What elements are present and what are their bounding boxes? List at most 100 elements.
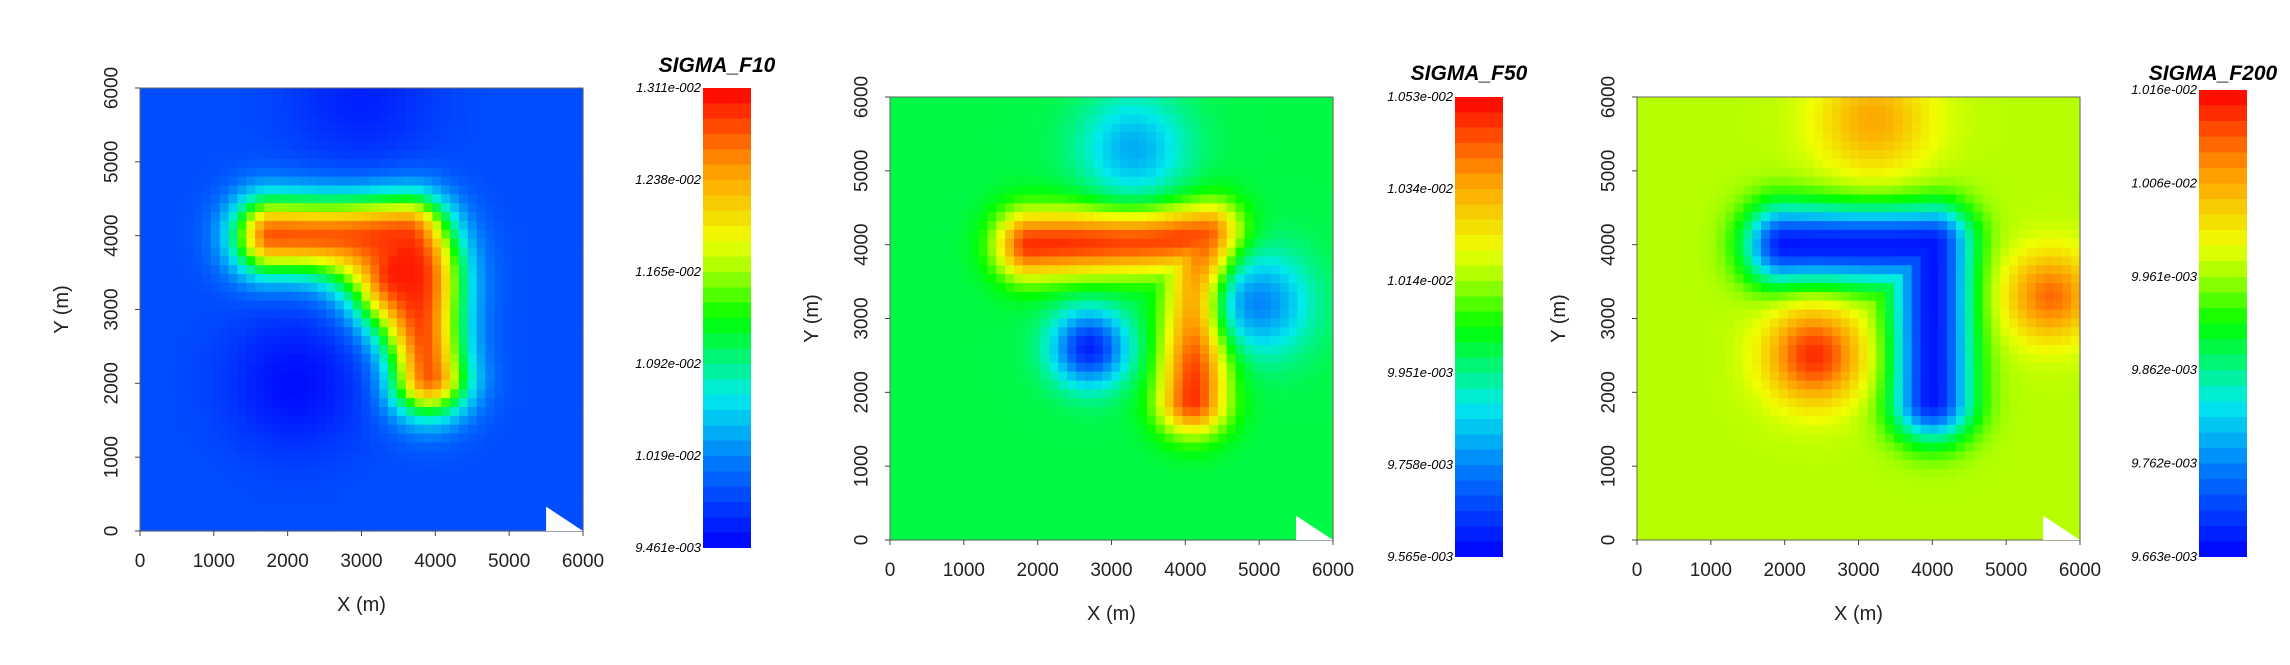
heatmap-cell xyxy=(352,336,363,346)
heatmap-cell xyxy=(996,176,1006,187)
heatmap-cell xyxy=(317,513,327,523)
heatmap-cell xyxy=(175,291,185,302)
heatmap-cell xyxy=(405,451,416,461)
heatmap-cell xyxy=(140,406,150,417)
heatmap-cell xyxy=(1084,318,1095,328)
heatmap-cell xyxy=(467,495,478,506)
heatmap-cell xyxy=(565,433,575,443)
heatmap-cell xyxy=(1200,504,1210,515)
heatmap-cell xyxy=(943,522,953,532)
heatmap-cell xyxy=(184,522,194,532)
heatmap-cell xyxy=(476,522,487,532)
heatmap-cell xyxy=(467,238,478,249)
heatmap-cell xyxy=(1102,114,1113,125)
heatmap-cell xyxy=(1226,123,1237,134)
heatmap-cell xyxy=(1155,265,1166,275)
heatmap-cell xyxy=(1164,336,1175,346)
heatmap-cell xyxy=(1288,159,1299,169)
heatmap-cell xyxy=(352,176,363,187)
heatmap-cell xyxy=(326,318,336,328)
heatmap-cell xyxy=(458,176,469,187)
heatmap-cell xyxy=(441,212,451,222)
heatmap-cell xyxy=(1076,105,1086,116)
heatmap-cell xyxy=(1005,221,1015,231)
heatmap-cell xyxy=(1262,132,1272,142)
heatmap-cell xyxy=(379,265,389,275)
heatmap-cell xyxy=(299,513,309,523)
heatmap-cell xyxy=(1129,460,1139,470)
heatmap-cell xyxy=(352,433,363,443)
heatmap-cell xyxy=(1288,256,1299,266)
heatmap-cell xyxy=(1164,256,1175,266)
heatmap-cell xyxy=(175,238,185,249)
heatmap-cell xyxy=(1270,114,1281,125)
heatmap-cell xyxy=(952,318,962,328)
heatmap-cell xyxy=(494,513,504,523)
heatmap-cell xyxy=(175,406,185,417)
heatmap-cell xyxy=(1031,221,1042,231)
heatmap-cell xyxy=(916,327,927,337)
heatmap-cell xyxy=(423,460,433,470)
heatmap-cell xyxy=(1120,238,1130,249)
heatmap-cell xyxy=(1058,229,1068,240)
heatmap-cell xyxy=(308,265,318,275)
heatmap-cell xyxy=(1324,185,1334,196)
heatmap-cell xyxy=(1031,460,1042,470)
heatmap-cell xyxy=(952,309,962,320)
heatmap-cell xyxy=(246,495,256,506)
heatmap-cell xyxy=(1040,221,1051,231)
heatmap-cell xyxy=(1076,150,1086,160)
heatmap-cell xyxy=(308,477,318,488)
heatmap-cell xyxy=(574,132,584,142)
heatmap-cell xyxy=(308,212,318,222)
heatmap-cell xyxy=(1253,105,1263,116)
heatmap-cell xyxy=(299,344,309,355)
heatmap-cell xyxy=(1102,132,1113,142)
heatmap-cell xyxy=(1129,114,1139,125)
heatmap-cell xyxy=(1235,407,1245,417)
heatmap-cell xyxy=(925,194,935,204)
heatmap-cell xyxy=(414,220,425,231)
heatmap-cell xyxy=(529,194,540,204)
heatmap-cell xyxy=(326,238,336,249)
heatmap-cell xyxy=(1173,212,1183,222)
heatmap-cell xyxy=(1102,407,1113,417)
heatmap-cell xyxy=(1138,105,1148,116)
heatmap-cell xyxy=(441,486,451,497)
heatmap-cell xyxy=(308,451,318,461)
heatmap-cell xyxy=(916,451,927,461)
heatmap-cell xyxy=(264,389,274,399)
heatmap-cell xyxy=(898,424,909,435)
heatmap-cell xyxy=(228,380,239,390)
heatmap-cell xyxy=(925,123,935,134)
heatmap-cell xyxy=(1191,141,1201,151)
heatmap-cell xyxy=(405,132,416,142)
heatmap-cell xyxy=(503,380,513,390)
heatmap-cell xyxy=(264,88,274,98)
heatmap-cell xyxy=(396,451,407,461)
heatmap-cell xyxy=(1315,300,1325,311)
heatmap-cell xyxy=(1120,407,1130,417)
heatmap-cell xyxy=(1235,203,1245,213)
heatmap-cell xyxy=(925,495,935,506)
heatmap-cell xyxy=(202,433,212,443)
heatmap-cell xyxy=(317,371,327,381)
heatmap-cell xyxy=(987,345,997,355)
heatmap-cell xyxy=(414,477,425,488)
heatmap-cell xyxy=(1306,291,1316,302)
heatmap-cell xyxy=(1049,362,1059,373)
heatmap-cell xyxy=(237,495,247,506)
heatmap-cell xyxy=(246,468,256,479)
heatmap-cell xyxy=(1129,300,1139,311)
heatmap-cell xyxy=(361,336,371,346)
heatmap-cell xyxy=(996,265,1006,275)
heatmap-cell xyxy=(1146,495,1157,506)
heatmap-cell xyxy=(458,406,469,417)
heatmap-cell xyxy=(193,486,203,497)
heatmap-cell xyxy=(388,220,398,231)
heatmap-cell xyxy=(1208,460,1219,470)
heatmap-cell xyxy=(1270,141,1281,151)
heatmap-cell xyxy=(907,238,918,249)
heatmap-cell xyxy=(1262,398,1272,408)
heatmap-cell xyxy=(1182,442,1192,452)
